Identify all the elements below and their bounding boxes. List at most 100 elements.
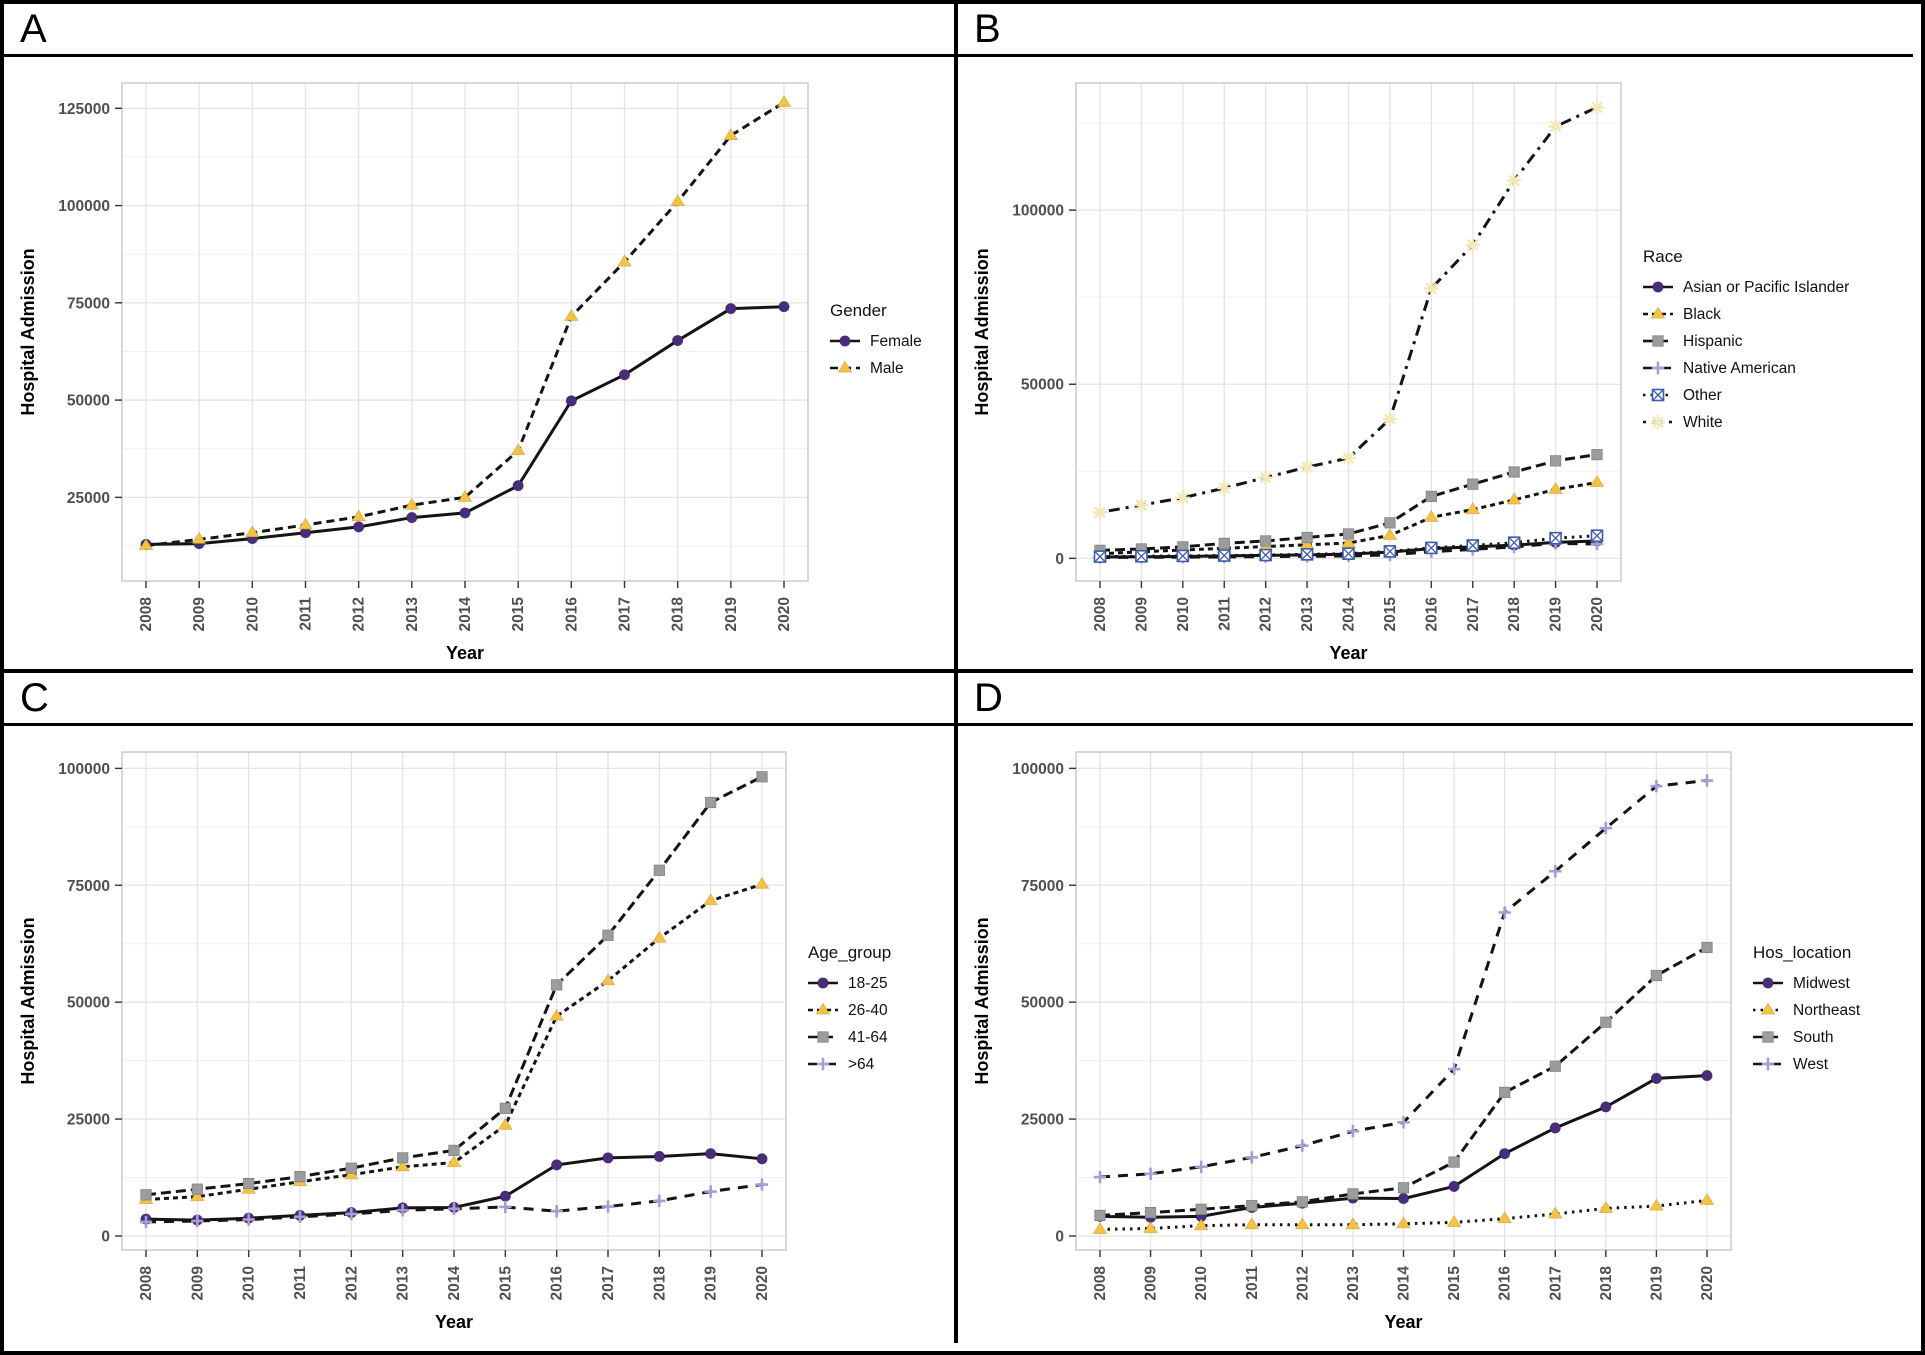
panel-b-chart: 0 50000 100000 2008 2009 2010 2011 2012 2013 2014… [958,57,1913,669]
y-tick-label: 100000 [58,198,110,215]
boxed-x-marker-cross [1342,547,1355,560]
triangle-marker [189,1189,205,1202]
triangle-marker [1092,1222,1108,1234]
square-marker [1508,466,1520,478]
x-tick-label-year: 2017 [1547,1266,1564,1300]
x-tick-label-year: 2014 [1341,597,1358,632]
triangle-marker [395,1159,411,1172]
legend-hos_location: Hos_location Midwest Northeast South West [1753,943,1861,1073]
circle-marker [1499,1148,1511,1160]
series-markers-white [1092,100,1605,520]
triangle-marker [1244,1217,1260,1230]
x-tick-label-year: 2011 [292,1266,309,1300]
triangle-marker [1650,306,1666,319]
circle-marker [778,301,790,313]
square-marker [1467,478,1479,490]
x-tick-label-year: 2014 [457,597,474,632]
plus-marker [1447,1062,1461,1076]
circle-marker [653,1150,665,1163]
square-marker [817,1031,829,1043]
x-tick-label-year: 2010 [1193,1266,1210,1300]
x-tick-label-year: 2015 [1446,1266,1463,1301]
y-tick-label: 125000 [58,101,110,118]
x-tick-label-year: 2008 [138,597,155,632]
panel-d-letter: D [974,676,1003,720]
asterisk-marker [1299,459,1315,475]
triangle-marker [1649,1198,1664,1211]
asterisk-marker [1506,173,1522,188]
square-marker [1549,1060,1561,1072]
x-tick-label-year: 2013 [1345,1266,1362,1301]
y-tick-label: 75000 [1021,878,1064,895]
x-tick-label-year: 2011 [298,597,315,631]
x-tick-label-year: 2018 [1598,1266,1615,1301]
legend-item-label: Other [1683,387,1722,404]
x-tick-label-year: 2018 [651,1266,668,1301]
triangle-marker [1589,475,1605,487]
plus-marker [1194,1160,1208,1173]
asterisk-marker [1382,411,1398,427]
x-tick-label-year: 2009 [1143,1266,1160,1301]
y-tick-label: 0 [1055,551,1064,568]
plus-marker [1144,1167,1157,1180]
square-marker [1384,517,1396,529]
triangle-marker [510,443,526,456]
plus-marker [1761,1057,1775,1071]
circle-marker [512,480,524,492]
circle-marker [1701,1069,1713,1082]
boxed-x-marker-cross [1383,545,1396,558]
x-tick-label-year: 2009 [189,1266,206,1301]
circle-marker [725,303,737,315]
y-axis-title: Hospital Admission [972,917,992,1084]
triangle-marker [549,1008,565,1021]
square-marker [1652,335,1664,347]
panel-d-header: D [958,673,1913,726]
circle-marker [459,507,471,519]
triangle-marker [837,360,853,373]
series-markers-northeast [1092,1193,1715,1234]
square-marker [1600,1016,1612,1028]
plus-marker [242,1213,255,1226]
series-markers-south [1094,941,1713,1221]
series-markers-41-64 [140,771,768,1201]
triangle-marker [600,973,616,986]
x-tick-label-year: 2009 [191,597,208,632]
y-tick-label: 0 [101,1228,110,1245]
panel-d-chart: 0 25000 50000 75000 100000 2008 2009 2010 2011 20… [958,726,1913,1338]
square-marker [1195,1203,1207,1215]
circle-marker [1650,1072,1663,1084]
asterisk-marker [1175,490,1191,505]
x-tick-label-year: 2016 [1423,597,1440,632]
panel-b-header: B [958,4,1913,57]
triangle-marker [815,1002,831,1015]
plus-marker [1498,906,1511,919]
triangle-marker [1547,1206,1563,1219]
plus-marker [816,1057,830,1071]
x-tick-label-year: 2013 [395,1266,412,1301]
legend-item-label: Midwest [1793,975,1851,992]
triangle-marker [651,930,667,943]
triangle-marker [138,538,154,551]
square-marker [1650,969,1663,982]
x-tick-label-year: 2008 [1092,597,1109,632]
x-tick-label-year: 2019 [1548,597,1565,632]
x-tick-label-year: 2017 [617,597,634,631]
plus-marker [1093,1170,1107,1184]
square-marker [1397,1182,1410,1194]
boxed-x-marker-cross [1508,536,1521,549]
legend-item-label: Black [1683,306,1721,323]
triangle-marker [1446,1215,1462,1227]
y-tick-label: 100000 [1012,761,1064,778]
x-tick-label-year: 2012 [343,1266,360,1300]
x-tick-label-year: 2016 [549,1266,566,1301]
panel-c-chart: 0 25000 50000 75000 100000 2008 2009 2010 2011 20… [4,726,954,1338]
plus-marker [550,1204,563,1218]
circle-marker [1600,1101,1612,1113]
triangle-marker [351,509,367,522]
plus-marker [1650,779,1663,793]
y-axis-title: Hospital Admission [18,917,38,1084]
panel-a: A 25000 50000 75000 100000 125000 2008 2009 201… [4,4,958,673]
boxed-x-marker-cross [1259,549,1272,562]
plus-marker [447,1202,461,1216]
plus-marker [293,1210,307,1223]
